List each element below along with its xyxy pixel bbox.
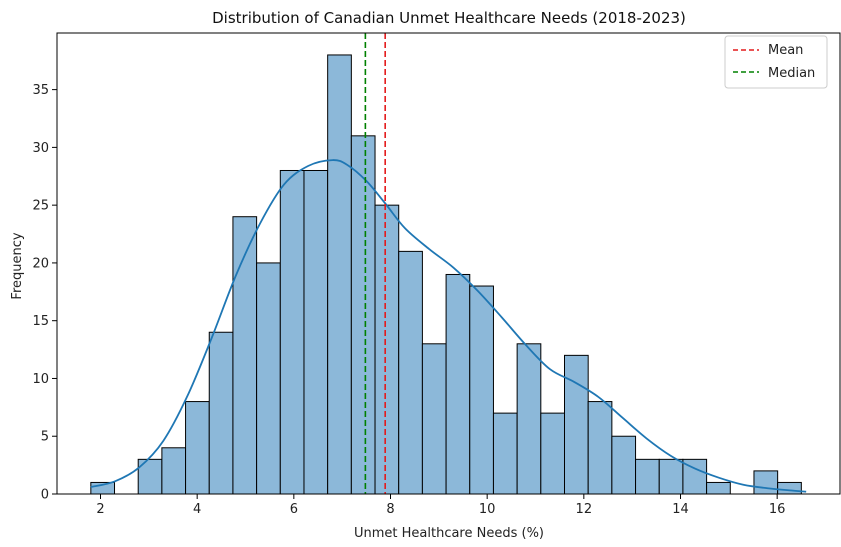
- y-tick-label: 15: [32, 314, 49, 329]
- histogram-bars: [90, 54, 802, 495]
- y-tick-label: 30: [32, 141, 49, 156]
- y-axis-label: Frequency: [10, 232, 25, 299]
- x-axis-ticks: 2 4 6 8 10 12 14 16: [96, 494, 785, 517]
- histogram-bar: [208, 331, 234, 495]
- histogram-bar: [445, 273, 471, 495]
- x-tick-label: 10: [479, 502, 496, 517]
- y-tick-label: 10: [32, 372, 49, 387]
- histogram-bar: [635, 458, 660, 495]
- histogram-bar: [256, 262, 281, 495]
- histogram-bar: [469, 285, 494, 495]
- histogram-bar: [398, 250, 423, 495]
- chart-title: Distribution of Canadian Unmet Healthcar…: [212, 9, 686, 27]
- histogram-bar: [185, 401, 210, 495]
- kde-curve: [90, 159, 807, 493]
- histogram-bar: [374, 204, 400, 495]
- histogram-bar: [492, 412, 518, 495]
- y-tick-label: 35: [32, 83, 49, 98]
- histogram-bar: [232, 216, 258, 495]
- y-axis-ticks: 0 5 10 15 20 25 30 35: [32, 83, 57, 503]
- histogram-bar: [777, 481, 802, 495]
- histogram-bar: [516, 343, 542, 495]
- x-tick-label: 2: [96, 502, 104, 517]
- histogram-bar: [327, 54, 352, 495]
- histogram-bar: [303, 169, 329, 495]
- y-tick-label: 25: [32, 199, 49, 214]
- histogram-bar: [753, 470, 779, 495]
- y-tick-label: 0: [41, 488, 49, 503]
- histogram-bar: [161, 447, 187, 495]
- legend-box: [724, 35, 828, 89]
- legend-mean-label: Mean: [768, 43, 803, 58]
- x-tick-label: 14: [672, 502, 689, 517]
- y-tick-label: 5: [41, 430, 49, 445]
- histogram-bar: [564, 354, 589, 495]
- x-tick-label: 12: [576, 502, 593, 517]
- histogram-bar: [587, 401, 613, 495]
- histogram-bar: [421, 343, 447, 495]
- reference-lines: [364, 33, 386, 494]
- histogram-bar: [706, 481, 731, 495]
- kde-curve-group: [90, 159, 807, 493]
- y-tick-label: 20: [32, 256, 49, 271]
- histogram-bar: [611, 435, 637, 495]
- legend: Mean Median: [724, 35, 828, 89]
- legend-median-label: Median: [768, 66, 815, 81]
- plot-frame: [56, 32, 841, 495]
- histogram-bar: [658, 458, 684, 495]
- x-tick-label: 4: [193, 502, 201, 517]
- x-tick-label: 6: [290, 502, 298, 517]
- x-tick-label: 8: [386, 502, 394, 517]
- x-tick-label: 16: [769, 502, 786, 517]
- histogram-bar: [350, 135, 376, 495]
- histogram-bar: [540, 412, 565, 495]
- x-axis-label: Unmet Healthcare Needs (%): [354, 526, 544, 541]
- histogram-bar: [279, 169, 305, 495]
